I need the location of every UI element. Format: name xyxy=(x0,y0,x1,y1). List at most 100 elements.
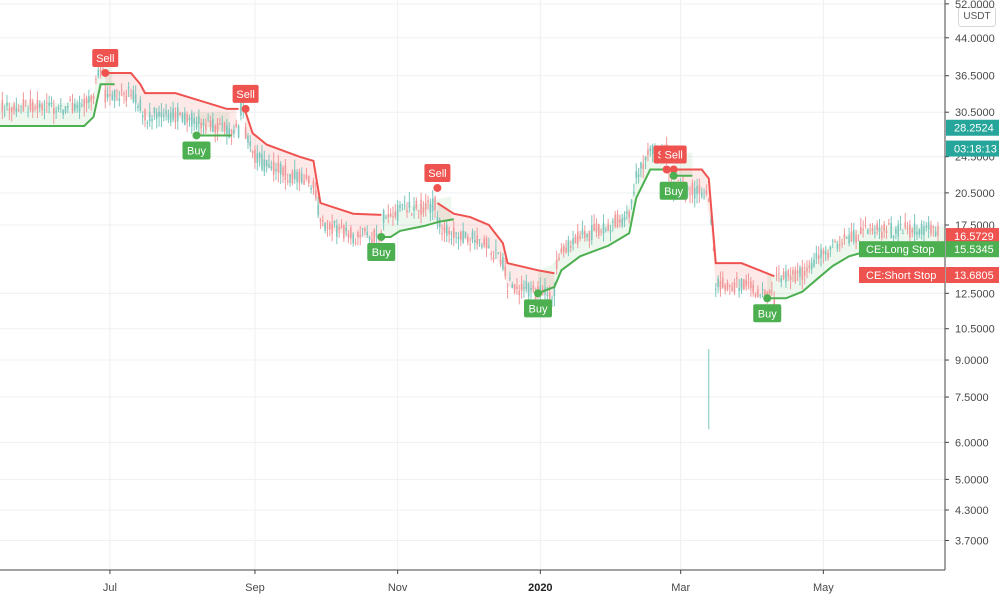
candle-body xyxy=(167,114,170,120)
candle-body xyxy=(740,278,743,291)
candle-body xyxy=(890,223,893,239)
candle-body xyxy=(146,122,149,124)
y-tick-label: 20.5000 xyxy=(955,188,995,200)
candle-body xyxy=(635,170,638,178)
candle-body xyxy=(637,174,640,178)
candle-body xyxy=(244,127,247,139)
candle-body xyxy=(415,200,418,209)
candle-body xyxy=(200,122,202,129)
short-stop-line xyxy=(244,111,382,216)
candle-body xyxy=(450,238,453,241)
candle-body xyxy=(319,219,322,222)
candle-body xyxy=(256,153,259,164)
candle-body xyxy=(431,198,434,212)
candle-body xyxy=(700,192,703,197)
candle-body xyxy=(434,197,436,211)
candle-body xyxy=(64,106,67,113)
candle-body xyxy=(925,225,928,228)
candle-body xyxy=(462,230,464,243)
candle-body xyxy=(457,236,460,240)
candle-body xyxy=(906,227,909,229)
candle-body xyxy=(640,162,642,169)
candle-body xyxy=(34,107,36,109)
candle-body xyxy=(792,269,794,275)
candle-body xyxy=(410,214,413,216)
candle-body xyxy=(132,90,135,102)
candle-body xyxy=(859,227,862,234)
signal-label-box xyxy=(660,145,687,164)
candle-body xyxy=(6,102,8,106)
candle-body xyxy=(764,290,766,297)
buy-signal: Buy xyxy=(367,232,396,261)
candle-body xyxy=(586,233,588,238)
candle-body xyxy=(752,284,754,294)
y-tick-label: 10.5000 xyxy=(955,324,995,336)
candle-body xyxy=(394,211,397,217)
candle-body xyxy=(127,86,130,89)
candle-body xyxy=(223,122,226,131)
candle-body xyxy=(265,160,268,167)
signal-label-box xyxy=(92,48,119,67)
candle-body xyxy=(920,223,923,235)
candle-body xyxy=(205,124,207,130)
signal-label: Buy xyxy=(187,145,206,157)
signal-dot xyxy=(241,104,250,113)
candle-body xyxy=(530,288,532,291)
candle-body xyxy=(183,112,186,125)
candle-body xyxy=(312,181,315,188)
candle-body xyxy=(565,247,567,253)
candle-body xyxy=(874,231,876,234)
candle-body xyxy=(69,98,71,101)
price-tag-value: 03:18:13 xyxy=(954,144,997,156)
series-label: CE:Long Stop xyxy=(866,244,935,256)
candle-body xyxy=(22,99,25,111)
candle-body xyxy=(712,248,715,250)
candle-body xyxy=(651,145,654,155)
candle-body xyxy=(413,206,415,211)
sell-signal: Sell xyxy=(92,48,119,77)
candle-body xyxy=(902,233,904,235)
currency-label: USDT xyxy=(958,7,996,27)
candle-body xyxy=(481,245,483,248)
candle-body xyxy=(333,221,336,224)
candle-body xyxy=(373,229,376,243)
candle-body xyxy=(745,279,747,286)
candle-body xyxy=(775,274,778,276)
candle-body xyxy=(385,217,387,219)
candle-body xyxy=(569,246,572,248)
x-tick-label: Jul xyxy=(103,582,117,594)
candle-body xyxy=(371,238,373,244)
candle-body xyxy=(623,216,626,221)
candle-body xyxy=(551,297,553,299)
candle-body xyxy=(52,107,55,115)
price-tag: 03:18:13 xyxy=(946,140,999,157)
signal-dot xyxy=(763,294,772,303)
candle-body xyxy=(927,222,930,230)
signal-label: Sell xyxy=(428,168,446,180)
candle-body xyxy=(562,245,565,253)
candle-body xyxy=(909,224,911,238)
candle-body xyxy=(331,223,333,234)
candle-body xyxy=(558,258,560,260)
candle-body xyxy=(923,226,925,236)
candle-body xyxy=(485,237,488,249)
candle-body xyxy=(71,103,74,112)
candle-body xyxy=(768,290,771,294)
candle-body xyxy=(438,219,441,227)
candle-body xyxy=(443,227,446,234)
candle-body xyxy=(761,288,764,290)
candle-body xyxy=(389,213,392,217)
candle-body xyxy=(92,95,95,99)
y-tick-label: 3.7000 xyxy=(955,536,989,548)
candle-body xyxy=(934,231,937,236)
candle-body xyxy=(366,231,369,236)
candle-body xyxy=(864,225,867,227)
candle-body xyxy=(118,98,121,101)
candle-body xyxy=(916,231,918,235)
candle-body xyxy=(207,117,209,119)
sell-signal: Sell xyxy=(424,163,451,192)
signal-label-box xyxy=(367,242,396,261)
candle-body xyxy=(785,271,787,282)
candle-body xyxy=(15,107,18,113)
